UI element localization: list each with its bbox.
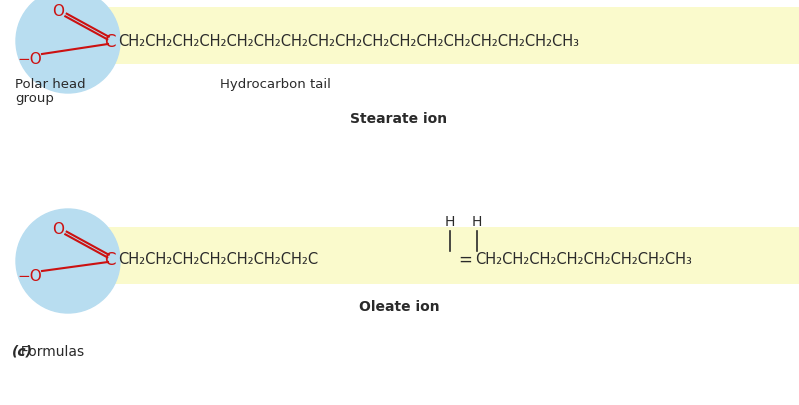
- Text: Formulas: Formulas: [12, 344, 84, 358]
- Text: −O: −O: [18, 52, 42, 67]
- Text: Hydrocarbon tail: Hydrocarbon tail: [220, 78, 331, 91]
- Text: CH₂CH₂CH₂CH₂CH₂CH₂CH₂C: CH₂CH₂CH₂CH₂CH₂CH₂CH₂C: [118, 252, 318, 267]
- Text: group: group: [15, 92, 54, 105]
- Text: CH₂CH₂CH₂CH₂CH₂CH₂CH₂CH₃: CH₂CH₂CH₂CH₂CH₂CH₂CH₂CH₃: [475, 252, 692, 267]
- Text: O: O: [52, 4, 64, 19]
- Text: O: O: [52, 222, 64, 237]
- Text: CH₂CH₂CH₂CH₂CH₂CH₂CH₂CH₂CH₂CH₂CH₂CH₂CH₂CH₂CH₂CH₂CH₃: CH₂CH₂CH₂CH₂CH₂CH₂CH₂CH₂CH₂CH₂CH₂CH₂CH₂C…: [118, 34, 579, 49]
- Circle shape: [16, 209, 120, 313]
- Bar: [90, 8, 799, 65]
- Text: H: H: [445, 215, 455, 228]
- Text: =: =: [458, 250, 472, 269]
- Text: (c): (c): [12, 344, 33, 358]
- Circle shape: [16, 0, 120, 94]
- Text: −O: −O: [18, 269, 42, 284]
- Text: C: C: [104, 33, 116, 51]
- Text: Stearate ion: Stearate ion: [351, 112, 447, 126]
- Bar: [90, 228, 799, 284]
- Text: H: H: [472, 215, 482, 228]
- Text: Oleate ion: Oleate ion: [359, 299, 439, 313]
- Text: Polar head: Polar head: [15, 78, 85, 91]
- Text: C: C: [104, 250, 116, 269]
